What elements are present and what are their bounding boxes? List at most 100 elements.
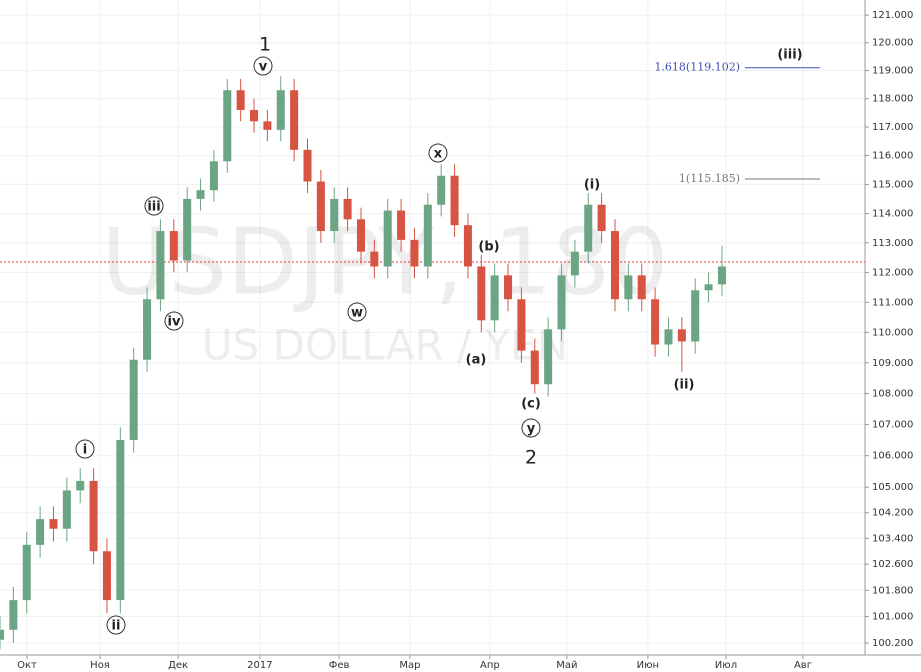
candle-body xyxy=(343,198,352,220)
candle-body xyxy=(62,490,71,529)
wave-label: w xyxy=(351,306,363,321)
y-tick-label: 107.000 xyxy=(872,419,913,430)
y-tick-label: 105.000 xyxy=(872,482,913,493)
candle-body xyxy=(717,266,726,285)
y-tick-label: 103.400 xyxy=(872,533,913,544)
candle-body xyxy=(290,90,299,150)
candle-body xyxy=(209,161,218,191)
x-tick-label: Июл xyxy=(715,660,737,671)
wave-circle xyxy=(253,56,273,76)
candle-body xyxy=(570,251,579,276)
y-tick-label: 112.000 xyxy=(872,267,913,278)
x-tick-label: Апр xyxy=(480,660,500,671)
candle-body xyxy=(410,239,419,267)
wave-label: (i) xyxy=(584,178,600,193)
wave-label: v xyxy=(259,60,268,75)
y-tick-label: 115.000 xyxy=(872,179,913,190)
wave-label: (ii) xyxy=(674,378,695,393)
y-tick-label: 104.200 xyxy=(872,508,913,519)
candle-body xyxy=(263,121,272,130)
x-tick-label: Июн xyxy=(637,660,659,671)
y-tick-label: 117.000 xyxy=(872,122,913,133)
wave-circle xyxy=(521,418,541,438)
candle-body xyxy=(490,275,499,321)
candle-body xyxy=(383,210,392,267)
candle-body xyxy=(664,329,673,345)
wave-label: 2 xyxy=(525,447,537,469)
candle-body xyxy=(463,225,472,267)
candle-body xyxy=(196,190,205,199)
x-tick-label: Ноя xyxy=(90,660,110,671)
x-tick-label: Авг xyxy=(794,660,812,671)
x-tick-label: Май xyxy=(556,660,577,671)
wave-label: (a) xyxy=(466,353,487,368)
y-tick-label: 111.000 xyxy=(872,297,913,308)
wave-label: x xyxy=(434,147,443,162)
candle-body xyxy=(356,219,365,252)
y-tick-label: 101.000 xyxy=(872,612,913,623)
wave-label: iv xyxy=(168,315,181,330)
candle-body xyxy=(0,629,5,640)
wave-circle xyxy=(428,143,448,163)
wave-label: (iii) xyxy=(777,48,802,63)
candle-body xyxy=(36,519,45,545)
candle-body xyxy=(76,480,85,491)
wave-circle xyxy=(164,311,184,331)
wave-label: (c) xyxy=(521,397,541,412)
candle-body xyxy=(597,204,606,232)
candle-body xyxy=(330,198,339,232)
candle-body xyxy=(651,299,660,345)
candle-body xyxy=(637,275,646,300)
candle-body xyxy=(316,181,325,232)
candle-body xyxy=(397,210,406,240)
x-tick-label: Окт xyxy=(17,660,37,671)
y-tick-label: 120.000 xyxy=(872,38,913,49)
candle-body xyxy=(610,231,620,300)
candle-body xyxy=(116,440,125,601)
wave-label: (b) xyxy=(478,240,499,255)
y-tick-label: 109.000 xyxy=(872,358,913,369)
candle-body xyxy=(677,329,686,342)
wave-label: ii xyxy=(112,619,121,634)
y-tick-label: 118.000 xyxy=(872,94,913,105)
y-tick-label: 116.000 xyxy=(872,151,913,162)
candle-body xyxy=(89,480,98,552)
y-tick-label: 101.800 xyxy=(872,585,913,596)
candle-body xyxy=(183,198,192,261)
candle-body xyxy=(143,299,152,360)
fib-label: 1(115.185) xyxy=(679,172,740,185)
candle-body xyxy=(477,266,486,321)
fib-label: 1.618(119.102) xyxy=(654,61,740,74)
candle-body xyxy=(370,251,379,267)
candle-body xyxy=(624,275,633,300)
candle-body xyxy=(22,544,31,601)
candle-body xyxy=(517,299,526,351)
y-tick-label: 114.000 xyxy=(872,208,913,219)
wave-label: iii xyxy=(147,200,160,215)
candle-body xyxy=(557,275,566,330)
y-tick-label: 108.000 xyxy=(872,388,913,399)
y-tick-label: 121.000 xyxy=(872,10,913,21)
wave-circle xyxy=(347,302,367,322)
candle-body xyxy=(303,149,312,182)
candle-body xyxy=(49,519,58,529)
y-tick-label: 110.000 xyxy=(872,327,913,338)
wave-circle xyxy=(106,615,126,635)
wave-circle xyxy=(75,439,95,459)
y-tick-label: 100.200 xyxy=(872,638,913,649)
x-tick-label: Фев xyxy=(329,660,350,671)
candle-body xyxy=(156,231,165,300)
wave-label: i xyxy=(83,443,87,458)
candle-body xyxy=(250,109,259,122)
wave-label: y xyxy=(527,422,536,437)
candle-body xyxy=(544,329,553,385)
candle-body xyxy=(437,175,446,205)
x-tick-label: Мар xyxy=(399,660,420,671)
candle-body xyxy=(223,90,232,162)
y-tick-label: 102.600 xyxy=(872,559,913,570)
candle-body xyxy=(450,175,459,226)
candle-body xyxy=(102,551,111,601)
candle-body xyxy=(129,359,138,441)
x-tick-label: 2017 xyxy=(247,660,272,671)
